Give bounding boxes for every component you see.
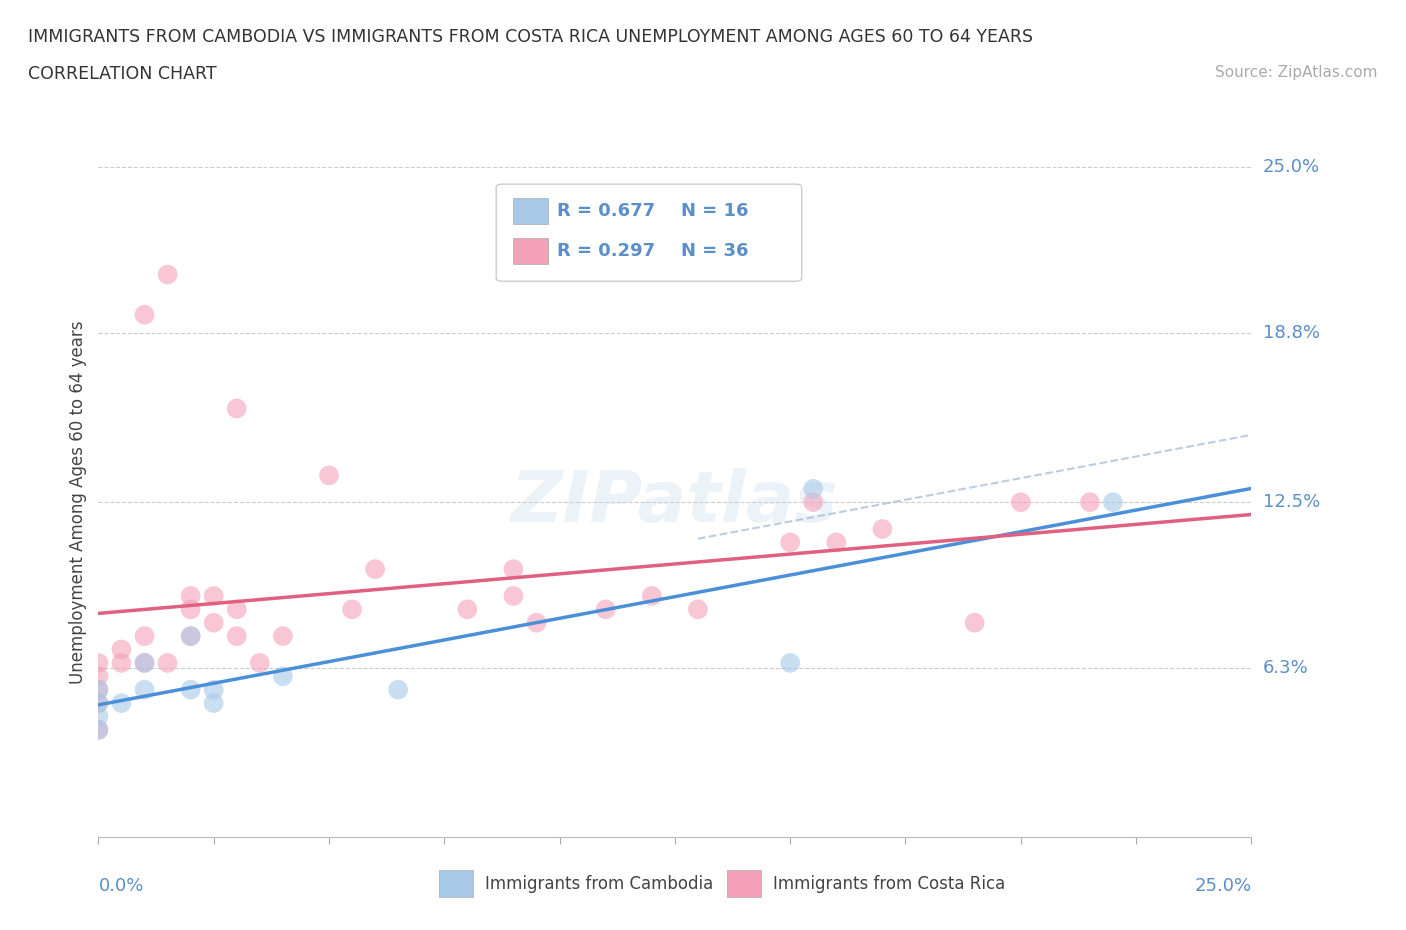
Point [202, 616, 225, 631]
Point [456, 602, 478, 617]
Point [87, 683, 110, 698]
Point [364, 562, 387, 577]
Text: Immigrants from Cambodia: Immigrants from Cambodia [485, 875, 713, 893]
Text: Source: ZipAtlas.com: Source: ZipAtlas.com [1215, 65, 1378, 80]
Point [1010, 495, 1032, 510]
Text: N = 16: N = 16 [681, 202, 748, 219]
Point [110, 642, 132, 657]
Point [156, 267, 179, 282]
Point [202, 589, 225, 604]
Point [87, 669, 110, 684]
Point [87, 696, 110, 711]
Point [1078, 495, 1101, 510]
Point [249, 656, 271, 671]
Point [134, 683, 156, 698]
Point [180, 629, 202, 644]
Point [526, 616, 548, 631]
Text: IMMIGRANTS FROM CAMBODIA VS IMMIGRANTS FROM COSTA RICA UNEMPLOYMENT AMONG AGES 6: IMMIGRANTS FROM CAMBODIA VS IMMIGRANTS F… [28, 28, 1033, 46]
Point [963, 616, 986, 631]
Point [225, 629, 247, 644]
Y-axis label: Unemployment Among Ages 60 to 64 years: Unemployment Among Ages 60 to 64 years [69, 321, 87, 684]
FancyBboxPatch shape [496, 184, 801, 281]
Text: ZIPatlas: ZIPatlas [512, 468, 838, 537]
Text: 6.3%: 6.3% [1263, 659, 1309, 677]
Point [641, 589, 664, 604]
Point [271, 669, 294, 684]
Point [801, 495, 824, 510]
Text: 0.0%: 0.0% [98, 877, 143, 896]
Point [202, 683, 225, 698]
Point [502, 589, 524, 604]
Point [110, 696, 132, 711]
Point [87, 723, 110, 737]
Bar [439, 870, 472, 897]
Text: 25.0%: 25.0% [1263, 158, 1320, 177]
Point [202, 696, 225, 711]
Point [686, 602, 709, 617]
Point [825, 535, 848, 550]
Point [134, 307, 156, 322]
Point [225, 602, 247, 617]
Point [156, 656, 179, 671]
Point [225, 401, 247, 416]
Point [779, 656, 801, 671]
Point [318, 468, 340, 483]
Point [387, 683, 409, 698]
Point [87, 723, 110, 737]
Point [180, 629, 202, 644]
Point [87, 683, 110, 698]
Point [134, 656, 156, 671]
Point [271, 629, 294, 644]
Point [87, 656, 110, 671]
Point [134, 629, 156, 644]
Text: CORRELATION CHART: CORRELATION CHART [28, 65, 217, 83]
Bar [513, 197, 548, 224]
Point [134, 656, 156, 671]
Point [340, 602, 363, 617]
Point [779, 535, 801, 550]
Text: R = 0.297: R = 0.297 [557, 242, 655, 260]
Point [180, 683, 202, 698]
Point [87, 696, 110, 711]
Point [180, 602, 202, 617]
Point [872, 522, 894, 537]
Text: Immigrants from Costa Rica: Immigrants from Costa Rica [773, 875, 1005, 893]
Text: N = 36: N = 36 [681, 242, 748, 260]
Point [595, 602, 617, 617]
Point [110, 656, 132, 671]
Bar [727, 870, 762, 897]
Bar [513, 238, 548, 264]
Point [502, 562, 524, 577]
Text: 18.8%: 18.8% [1263, 325, 1320, 342]
Point [1102, 495, 1125, 510]
Point [87, 709, 110, 724]
Text: 25.0%: 25.0% [1194, 877, 1251, 896]
Text: R = 0.677: R = 0.677 [557, 202, 655, 219]
Text: 12.5%: 12.5% [1263, 493, 1320, 512]
Point [180, 589, 202, 604]
Point [801, 482, 824, 497]
